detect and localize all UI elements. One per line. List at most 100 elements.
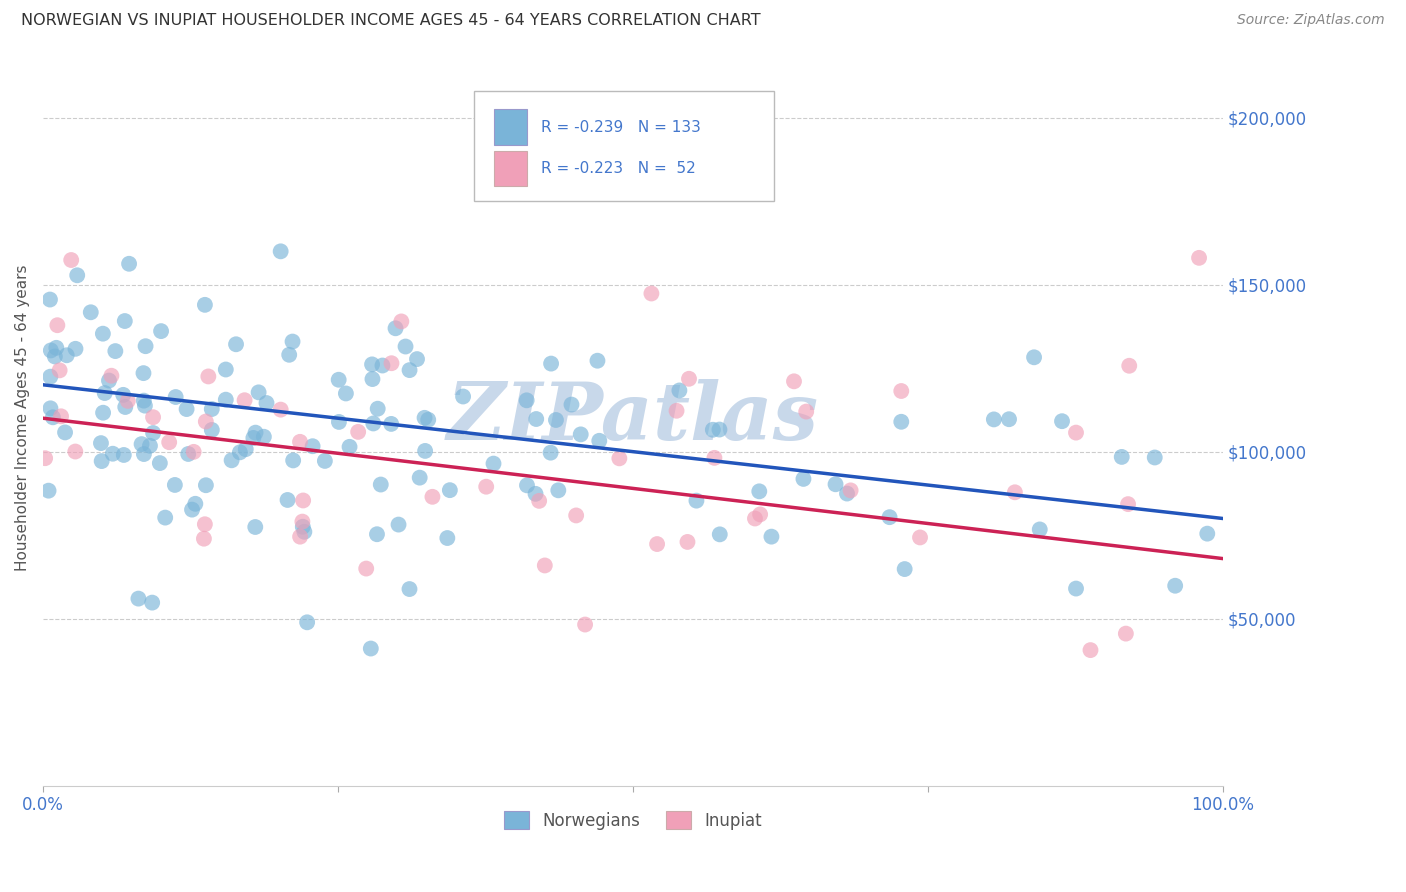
Point [117,393,139,408]
Point [55,348,77,362]
Point [380,356,402,370]
Point [270,244,292,259]
Point [398,363,420,377]
Point [60,253,83,268]
Point [247,385,270,400]
Point [112,388,135,402]
Point [288,434,311,449]
Point [516,478,538,492]
Point [533,558,555,573]
Point [394,339,416,353]
Point [436,531,458,545]
Point [540,445,562,459]
Point [90,436,112,450]
Point [194,517,217,532]
Point [586,353,609,368]
Point [139,439,162,453]
Point [291,520,314,534]
Point [998,412,1021,426]
Point [792,472,814,486]
Text: R = -0.223   N =  52: R = -0.223 N = 52 [541,161,696,176]
Point [387,517,409,532]
Point [370,477,392,491]
Point [221,453,243,467]
Point [201,402,224,417]
Point [328,373,350,387]
Point [281,334,304,349]
Point [389,314,412,328]
Point [609,451,631,466]
Point [1118,359,1140,373]
Point [112,448,135,462]
Point [91,326,114,341]
Point [292,493,315,508]
Point [44,350,66,364]
Point [744,511,766,525]
Point [184,497,207,511]
Point [524,412,547,426]
Point [565,508,588,523]
Point [39,401,62,416]
Point [544,413,567,427]
Point [439,483,461,498]
Point [339,440,361,454]
Point [354,561,377,575]
Point [277,493,299,508]
Point [45,341,67,355]
Point [131,437,153,451]
Point [181,502,204,516]
Point [292,524,315,539]
Legend: Norwegians, Inupiat: Norwegians, Inupiat [498,805,768,837]
Point [366,527,388,541]
Point [283,453,305,467]
FancyBboxPatch shape [494,151,527,186]
Point [645,537,668,551]
Point [65,342,87,356]
Point [176,402,198,417]
Point [150,324,173,338]
Point [839,483,862,498]
Point [42,410,65,425]
Point [475,480,498,494]
Point [177,447,200,461]
Point [893,562,915,576]
Point [183,445,205,459]
Point [229,445,252,459]
Point [53,425,76,440]
Point [408,470,430,484]
Point [879,510,901,524]
Point [1004,485,1026,500]
Point [1197,526,1219,541]
Point [197,369,219,384]
Point [761,530,783,544]
Point [278,348,301,362]
Point [380,417,402,431]
Text: R = -0.239   N = 133: R = -0.239 N = 133 [541,120,700,135]
FancyBboxPatch shape [494,110,527,145]
Point [588,434,610,448]
Point [422,490,444,504]
Point [104,344,127,359]
Point [132,366,155,380]
Point [157,435,180,450]
Point [194,478,217,492]
Point [384,321,406,335]
Point [1022,351,1045,365]
Point [135,339,157,353]
Point [413,444,436,458]
Point [314,454,336,468]
Point [1188,251,1211,265]
Point [676,535,699,549]
Point [749,508,772,522]
Point [983,412,1005,426]
FancyBboxPatch shape [474,91,775,202]
Point [1050,414,1073,428]
Point [835,486,858,500]
Point [193,532,215,546]
Point [347,425,370,439]
Point [335,386,357,401]
Point [524,487,547,501]
Point [451,390,474,404]
Point [194,298,217,312]
Point [824,477,846,491]
